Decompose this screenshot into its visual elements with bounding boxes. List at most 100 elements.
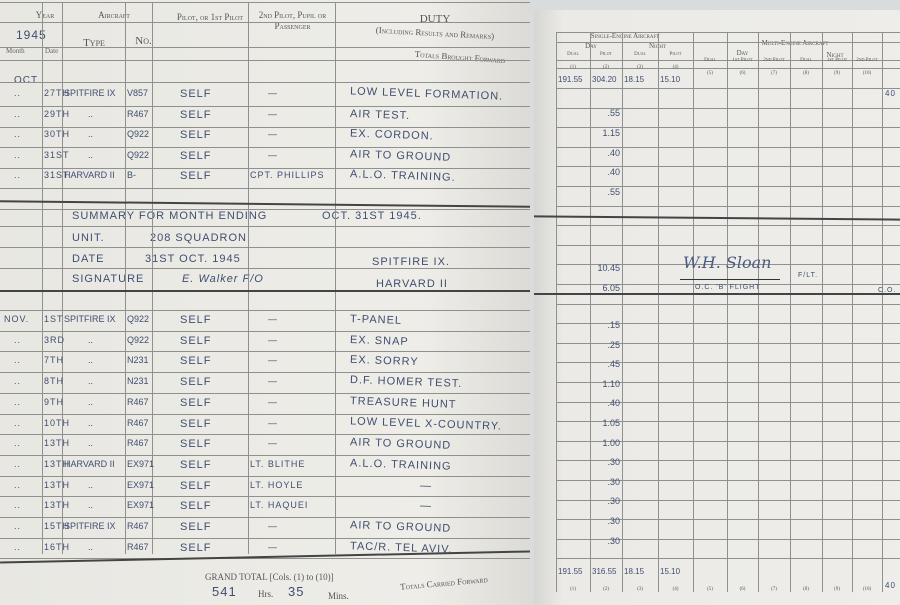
row-rule <box>556 362 900 364</box>
aircraft-type-cell: .. <box>88 376 94 387</box>
pilot-header: Pilot, or 1st Pilot <box>176 12 244 22</box>
pilot-time-cell: 1.00 <box>602 437 620 448</box>
aircraft-type-cell: .. <box>88 129 94 139</box>
pilot-cell: Self <box>180 417 212 430</box>
pilot-cell: Self <box>180 376 212 389</box>
row-rule <box>0 351 530 353</box>
aircraft-type-cell: .. <box>88 500 94 511</box>
row-rule <box>0 208 530 210</box>
second-pilot-cell: — <box>268 334 278 345</box>
row-rule <box>0 372 530 374</box>
second-pilot-cell: Cpt. Phillips <box>250 170 325 180</box>
pilot-time-cell: 1.05 <box>602 418 620 428</box>
pilot-time-cell: .40 <box>607 147 620 158</box>
date-cell: 9th <box>44 396 65 407</box>
pilot-cell: Self <box>180 170 212 182</box>
aircraft-no-cell: Q922 <box>127 149 150 160</box>
date-cell: 29th <box>44 108 71 119</box>
row-rule <box>0 454 530 456</box>
aircraft-type-cell: .. <box>88 479 94 490</box>
month-cell: .. <box>14 417 22 428</box>
me-day-header: Day <box>736 49 749 57</box>
signature-line <box>680 279 780 280</box>
date-cell: 13th <box>44 438 71 449</box>
pilot-cell: Self <box>180 129 212 141</box>
date-cell: 31st <box>44 149 70 160</box>
oc-signature: W.H. Sloan <box>683 253 772 272</box>
column-subheader: Pilot <box>600 52 612 57</box>
column-subheader: Dual <box>567 52 579 57</box>
month-cell: .. <box>14 541 22 552</box>
type-header: Type <box>83 37 105 49</box>
row-rule <box>0 558 530 560</box>
column-divider <box>622 32 623 592</box>
single-engine-header: Single-Engine Aircraft <box>590 32 660 40</box>
pilot-time-cell: .30 <box>607 476 620 487</box>
aircraft-no-cell: R467 <box>127 396 149 407</box>
mins-label: Mins. <box>328 591 349 601</box>
column-divider <box>790 32 791 592</box>
oc-rank: F/Lt. <box>798 272 819 279</box>
row-rule <box>0 126 530 128</box>
aircraft-type-cell: Spitfire IX <box>64 314 116 324</box>
total-c3: 18.15 <box>624 75 645 84</box>
second-pilot-cell: — <box>268 438 278 449</box>
column-number: (4) <box>672 587 679 592</box>
column-divider <box>62 2 63 554</box>
column-number: (10) <box>862 587 872 592</box>
pilot-time-cell: .15 <box>607 320 620 330</box>
pilot-time-cell: 1.15 <box>602 127 620 138</box>
aircraft-type-cell: .. <box>88 438 94 449</box>
column-subheader: 1st Pilot <box>732 58 753 63</box>
row-rule <box>556 303 900 305</box>
row-rule <box>556 440 900 442</box>
header-rule <box>0 60 530 61</box>
aircraft-no-cell: Q922 <box>127 129 150 139</box>
second-pilot-cell: — <box>268 396 278 407</box>
row-rule <box>556 146 900 148</box>
second-pilot-cell: — <box>268 149 278 160</box>
month-cell: .. <box>14 458 22 469</box>
date-value: 31st Oct. 1945 <box>145 253 241 265</box>
pilot-time-cell: .55 <box>607 187 620 198</box>
pilot-cell: Self <box>180 396 212 409</box>
date-cell: 10th <box>44 417 71 428</box>
row-rule <box>556 225 900 227</box>
column-number: (2) <box>603 65 609 70</box>
summary-month: Oct. 31st 1945. <box>322 210 422 222</box>
left-page <box>0 0 530 605</box>
month-cell: .. <box>14 500 22 511</box>
spitfire-total: 10.45 <box>597 263 620 273</box>
column-divider <box>727 32 728 592</box>
column-number: (5) <box>707 71 713 76</box>
row-rule <box>556 382 900 383</box>
column-number: (8) <box>803 587 809 592</box>
row-rule <box>556 107 900 109</box>
pilot-cell: Self <box>180 458 212 471</box>
date-cell: 16th <box>44 541 71 552</box>
row-rule <box>0 434 530 436</box>
aircraft-type-cell: .. <box>88 417 94 428</box>
second-pilot-cell: — <box>268 88 278 98</box>
aircraft-type-cell: .. <box>88 334 94 345</box>
column-divider <box>758 32 759 592</box>
second-pilot-cell: — <box>268 541 278 552</box>
oc-role: O.C. 'B' Flight <box>695 284 761 291</box>
row-rule <box>556 88 900 89</box>
pilot-time-cell: .55 <box>607 108 620 118</box>
month-cell: .. <box>14 149 22 160</box>
row-rule <box>0 496 530 498</box>
row-rule <box>556 205 900 207</box>
unit-label: Unit. <box>72 232 105 244</box>
row-rule <box>0 475 530 477</box>
pilot-time-cell: .40 <box>607 167 620 178</box>
date-cell: 1st <box>44 314 64 324</box>
summary-aircraft-1: Spitfire IX. <box>372 256 451 268</box>
column-divider <box>590 32 591 592</box>
column-subheader: Dual <box>800 58 812 63</box>
unit-value: 208 Squadron. <box>150 232 252 244</box>
duty-cell: — <box>419 479 433 492</box>
aircraft-type-cell: .. <box>88 149 94 160</box>
header-rule <box>556 60 900 61</box>
header-rule <box>0 2 530 3</box>
